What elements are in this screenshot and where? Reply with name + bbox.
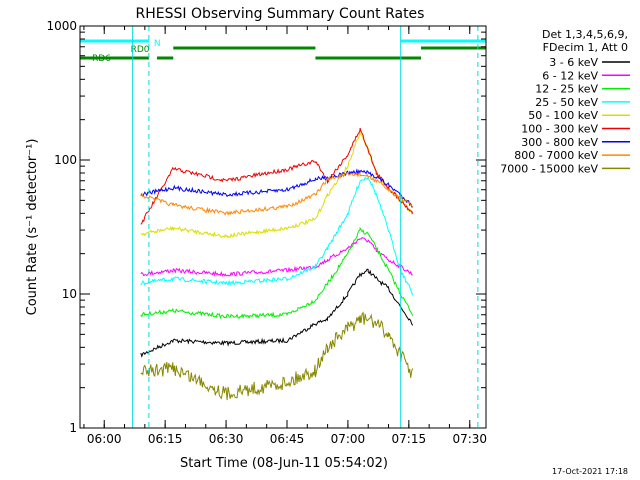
legend-label-4: 25 - 50 keV <box>535 96 598 109</box>
legend-label-2: 6 - 12 keV <box>542 69 598 82</box>
y-tick-label-1: 1 <box>69 421 77 435</box>
legend-header-1: Det 1,3,4,5,6,9, <box>542 28 628 41</box>
series-line-4 <box>140 176 414 296</box>
x-tick-label-1: 06:00 <box>87 432 122 446</box>
series-line-2 <box>140 236 413 277</box>
legend-label-9: 7000 - 15000 keV <box>500 162 598 175</box>
state-bars: N RD0 RD6 <box>80 39 486 64</box>
x-tick-label-4: 06:45 <box>270 432 305 446</box>
legend-label-1: 3 - 6 keV <box>549 56 598 69</box>
footer-date: 17-Oct-2021 17:18 <box>552 467 628 476</box>
series-line-5 <box>140 131 414 239</box>
series-line-1 <box>140 268 414 358</box>
plot-frame <box>79 25 487 429</box>
chart-title: RHESSI Observing Summary Count Rates <box>136 6 425 22</box>
rd6-label: RD6 <box>92 54 111 64</box>
x-tick-label-5: 07:00 <box>331 432 366 446</box>
vertical-markers <box>132 26 479 428</box>
axes: 06:00 06:15 06:30 06:45 07:00 07:15 07:30 1 10 10… <box>46 19 487 446</box>
series-line-9 <box>140 311 414 401</box>
legend-label-3: 12 - 25 keV <box>535 83 598 96</box>
legend-label-6: 100 - 300 keV <box>521 123 598 136</box>
series-line-8 <box>140 171 413 216</box>
y-tick-label-2: 10 <box>62 287 77 301</box>
y-tick-label-3: 100 <box>54 153 77 167</box>
x-tick-label-6: 07:15 <box>392 432 427 446</box>
legend-label-7: 300 - 800 keV <box>521 136 598 149</box>
x-tick-label-3: 06:30 <box>209 432 244 446</box>
rd0-label: RD0 <box>131 45 150 55</box>
series-line-3 <box>140 226 414 320</box>
y-axis-label: Count Rate (s⁻¹ detector⁻¹) <box>25 139 40 316</box>
legend-label-5: 50 - 100 keV <box>528 109 598 122</box>
series-line-7 <box>140 168 413 208</box>
series-line-6 <box>140 127 414 225</box>
data-series <box>140 127 414 401</box>
night-label: N <box>154 39 161 49</box>
legend-label-8: 800 - 7000 keV <box>514 149 598 162</box>
x-axis-label: Start Time (08-Jun-11 05:54:02) <box>180 456 388 471</box>
legend: Det 1,3,4,5,6,9,FDecim 1, Att 0 3 - 6 keV… <box>500 28 630 175</box>
x-tick-label-2: 06:15 <box>148 432 183 446</box>
x-tick-label-7: 07:30 <box>452 432 487 446</box>
y-tick-label-4: 1000 <box>46 19 77 33</box>
legend-header-2: FDecim 1, Att 0 <box>543 41 628 54</box>
